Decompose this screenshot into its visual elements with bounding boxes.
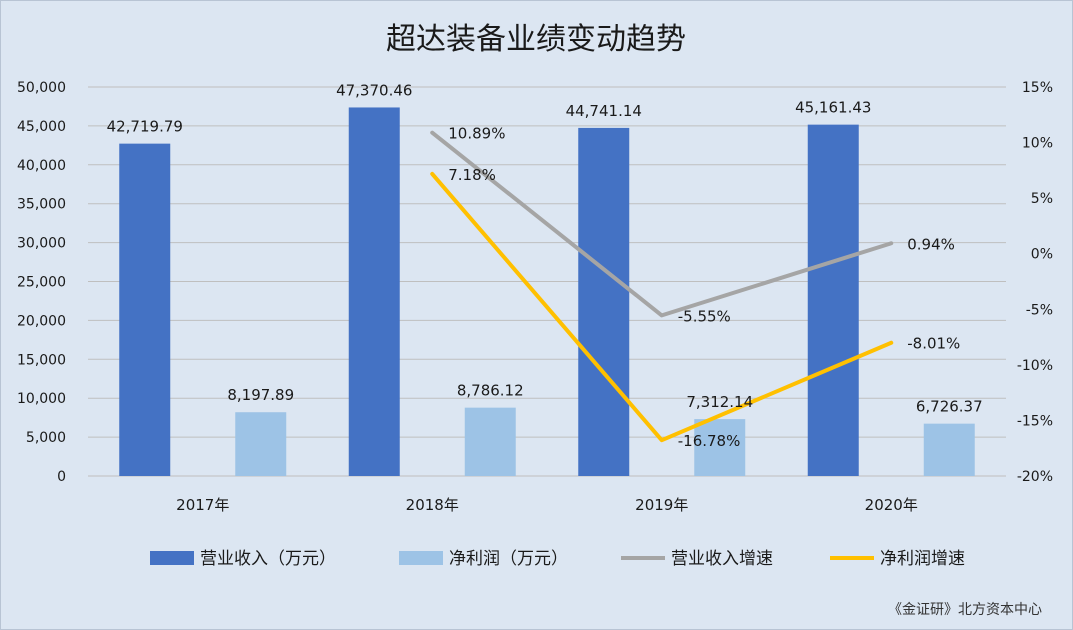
y-right-ticks: -20% -15% -10% -5% 0% 5% 10% 15%	[1017, 80, 1053, 485]
line-value-label: -5.55%	[678, 307, 731, 325]
series-line	[430, 130, 894, 318]
y-left-tick-label: 35,000	[17, 197, 66, 213]
legend-label: 净利润增速	[880, 549, 965, 569]
y-left-tick-label: 5,000	[26, 430, 66, 446]
x-categories: 2017年 2018年 2019年 2020年	[176, 496, 918, 514]
series-line	[430, 171, 894, 443]
y-right-tick-label: 5%	[1031, 191, 1053, 207]
bar	[578, 127, 630, 476]
x-category-label: 2019年	[635, 496, 688, 514]
x-category-label: 2018年	[406, 496, 459, 514]
legend-label: 净利润（万元）	[449, 549, 568, 569]
legend: 营业收入（万元） 净利润（万元） 营业收入增速 净利润增速	[150, 549, 965, 569]
y-left-tick-label: 30,000	[17, 236, 66, 252]
bar-value-label: 8,786.12	[457, 382, 524, 400]
bar-value-label: 8,197.89	[227, 386, 294, 404]
y-right-tick-label: -15%	[1017, 413, 1053, 429]
source-note: 《金证研》北方资本中心	[888, 602, 1042, 618]
y-right-tick-label: 0%	[1031, 247, 1053, 263]
line-value-label: 7.18%	[448, 166, 496, 184]
legend-label: 营业收入（万元）	[200, 549, 336, 569]
y-right-tick-label: 10%	[1022, 136, 1053, 152]
y-left-tick-label: 20,000	[17, 313, 66, 329]
line-value-label: -16.78%	[678, 432, 741, 450]
y-left-tick-label: 50,000	[17, 80, 66, 96]
bar-value-label: 7,312.14	[686, 393, 753, 411]
y-right-tick-label: -10%	[1017, 358, 1053, 374]
bar	[807, 124, 859, 476]
line-value-label: 10.89%	[448, 125, 505, 143]
y-left-tick-label: 25,000	[17, 275, 66, 291]
bar	[235, 412, 287, 476]
bar-value-label: 47,370.46	[336, 81, 412, 99]
y-left-tick-label: 15,000	[17, 352, 66, 368]
bar-value-label: 42,719.79	[107, 118, 183, 136]
bar	[923, 423, 975, 476]
bar	[348, 107, 400, 476]
gridlines	[88, 86, 1006, 477]
lines	[430, 130, 894, 443]
y-left-tick-label: 10,000	[17, 391, 66, 407]
x-category-label: 2020年	[865, 496, 918, 514]
legend-swatch	[399, 551, 443, 565]
y-right-tick-label: 15%	[1022, 80, 1053, 96]
legend-label: 营业收入增速	[671, 549, 773, 569]
bar	[464, 407, 516, 476]
y-left-ticks: 0 5,000 10,000 15,000 20,000 25,000 30,000 35,0…	[17, 80, 66, 485]
y-right-tick-label: -20%	[1017, 469, 1053, 485]
chart-title: 超达装备业绩变动趋势	[386, 22, 686, 57]
legend-swatch	[150, 551, 194, 565]
bar-value-label: 45,161.43	[795, 99, 871, 117]
data-labels: 42,719.79 47,370.46 44,741.14 45,161.43 8,19…	[107, 81, 983, 450]
bar-value-label: 44,741.14	[566, 102, 642, 120]
y-left-tick-label: 45,000	[17, 119, 66, 135]
y-left-tick-label: 40,000	[17, 158, 66, 174]
line-value-label: 0.94%	[907, 235, 955, 253]
x-category-label: 2017年	[176, 496, 229, 514]
y-right-tick-label: -5%	[1026, 302, 1053, 318]
bar	[119, 143, 171, 477]
y-left-tick-label: 0	[57, 469, 66, 485]
line-value-label: -8.01%	[907, 335, 960, 353]
bar-value-label: 6,726.37	[916, 398, 983, 416]
bar	[694, 419, 746, 476]
bars	[119, 107, 975, 477]
